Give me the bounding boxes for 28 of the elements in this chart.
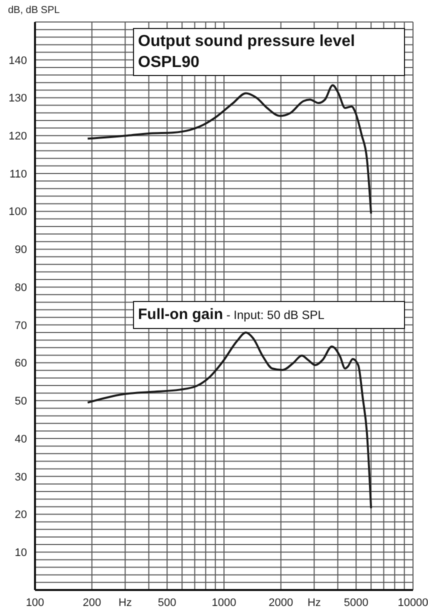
y-axis-title: dB, dB SPL	[8, 5, 60, 16]
y-tick-label: 20	[14, 509, 27, 522]
x-tick-label: Hz	[118, 596, 132, 609]
y-tick-label: 80	[14, 282, 27, 294]
y-tick-label: 30	[14, 471, 27, 484]
y-tick-label: 90	[14, 244, 27, 256]
note-box: Output sound pressure level OSPL90	[133, 28, 405, 76]
x-tick-label: 200	[82, 596, 102, 609]
x-tick-label: Hz	[307, 596, 321, 609]
x-tick-label: 500	[158, 596, 176, 609]
x-tick-label: 100	[26, 596, 44, 609]
y-tick-label: 50	[14, 396, 27, 408]
x-tick-label: 2000	[268, 596, 294, 609]
y-tick-label: 70	[14, 320, 27, 332]
y-tick-label: 140	[8, 54, 27, 67]
y-tick-label: 60	[14, 358, 27, 370]
y-tick-label: 120	[8, 130, 27, 143]
x-tick-label: 1000	[212, 596, 236, 609]
y-tick-label: 10	[14, 547, 27, 560]
x-tick-label: 5000	[344, 596, 368, 609]
y-tick-label: 100	[8, 206, 27, 218]
x-tick-label: 10000	[398, 596, 428, 609]
annotation: - Input: 50 dB SPL	[226, 308, 324, 322]
annotation: Full-on gain	[138, 306, 223, 323]
y-tick-label: 130	[8, 92, 27, 105]
y-tick-label: 110	[9, 168, 27, 180]
note-box: Full-on gain - Input: 50 dB SPL	[133, 301, 405, 329]
y-tick-label: 40	[14, 433, 27, 446]
